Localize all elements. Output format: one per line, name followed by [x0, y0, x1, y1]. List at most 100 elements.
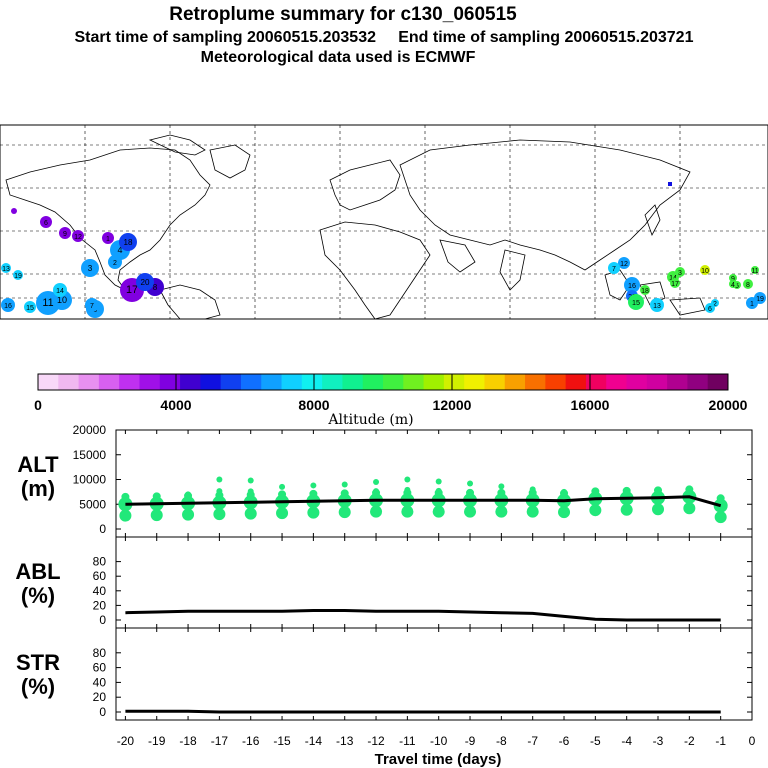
plume-marker: [675, 267, 685, 277]
colorbar-tick-label: 4000: [160, 397, 191, 413]
altitude-cluster-point: [153, 505, 160, 512]
panel-label: (%): [21, 674, 55, 699]
altitude-cluster-point: [279, 503, 286, 510]
plume-marker-label: 3: [88, 264, 93, 273]
x-tick-label: -1: [715, 734, 726, 748]
panel-frame: [115, 627, 753, 721]
colorbar-cell: [585, 374, 607, 390]
plume-marker: [72, 230, 84, 242]
x-axis-label: Travel time (days): [375, 751, 502, 768]
altitude-cluster-point: [589, 504, 602, 517]
altitude-cluster-point: [652, 503, 665, 516]
plume-marker: [729, 274, 737, 282]
colorbar-cell: [707, 374, 729, 390]
colorbar-label: Altitude (m): [327, 412, 413, 428]
colorbar-tick-label: 12000: [433, 397, 472, 413]
plume-marker: [11, 208, 17, 214]
altitude-cluster-point: [216, 504, 223, 511]
colorbar-cell: [383, 374, 404, 390]
altitude-cluster-point: [213, 508, 226, 521]
x-tick-label: -15: [273, 734, 291, 748]
plume-marker-label: 12: [74, 234, 82, 241]
x-tick-label: -11: [399, 734, 416, 748]
panel-label: (m): [21, 476, 55, 501]
x-tick-label: -2: [684, 734, 695, 748]
altitude-cluster-point: [370, 505, 383, 518]
panel-frame: [115, 429, 753, 538]
panel-label: ABL: [15, 559, 60, 584]
altitude-cluster-point: [310, 482, 317, 489]
plume-marker-label: 4: [117, 245, 122, 255]
altitude-cluster-point: [529, 491, 536, 498]
altitude-cluster-point: [279, 491, 286, 498]
altitude-cluster-point: [467, 501, 474, 508]
plume-marker: [628, 294, 644, 310]
colorbar-cell: [687, 374, 709, 390]
plume-marker: [650, 298, 664, 312]
altitude-cluster-point: [404, 476, 411, 483]
altitude-cluster-point: [341, 481, 348, 488]
altitude-cluster-point: [341, 489, 348, 496]
y-tick-label: 80: [93, 646, 107, 660]
altitude-cluster-point: [467, 480, 474, 487]
colorbar-tick-label: 8000: [298, 397, 329, 413]
altitude-cluster-point: [498, 483, 505, 490]
plume-marker-label: 19: [14, 273, 22, 280]
colorbar-cell: [403, 374, 425, 390]
plume-marker: [53, 283, 67, 297]
colorbar-cell: [565, 374, 587, 390]
plume-marker-label: 10: [57, 295, 67, 305]
plume-marker: [40, 216, 52, 228]
plume-marker-label: 15: [632, 298, 640, 307]
colorbar-cell: [139, 374, 161, 390]
map-frame: [0, 124, 768, 320]
altitude-cluster-point: [185, 504, 192, 511]
plume-marker-label: 2: [713, 301, 717, 308]
altitude-cluster-point: [247, 477, 254, 484]
x-tick-label: -13: [336, 734, 354, 748]
plume-marker-label: 18: [641, 288, 649, 295]
plume-marker: [102, 232, 114, 244]
plume-marker-label: 9: [731, 276, 735, 283]
altitude-cluster-point: [714, 511, 727, 524]
series-line-alt: [125, 495, 722, 508]
plume-marker: [618, 257, 630, 269]
y-tick-label: 60: [93, 661, 107, 675]
altitude-cluster-point: [716, 494, 725, 503]
y-tick-label: 40: [93, 584, 107, 598]
y-tick-label: 0: [99, 613, 106, 627]
x-tick-label: -10: [430, 734, 448, 748]
colorbar-cell: [58, 374, 80, 390]
plume-marker-label: 12: [620, 261, 628, 268]
y-tick-label: 20: [93, 690, 107, 704]
colorbar-cell: [667, 374, 688, 390]
altitude-cluster-point: [526, 505, 539, 518]
y-tick-label: 5000: [79, 497, 106, 511]
world-map: 1317161511105384217201814961219162015131…: [0, 124, 768, 320]
colorbar-cell: [159, 374, 181, 390]
altitude-cluster-point: [654, 486, 663, 495]
altitude-cluster-point: [119, 509, 132, 522]
y-tick-label: 15000: [73, 448, 107, 462]
colorbar-cell: [322, 374, 343, 390]
altitude-cluster-point: [495, 505, 508, 518]
colorbar-cell: [281, 374, 303, 390]
colorbar-cell: [545, 374, 567, 390]
altitude-cluster-point: [623, 499, 630, 506]
x-tick-label: -6: [559, 734, 570, 748]
panel-label: ALT: [17, 452, 59, 477]
colorbar-cell: [423, 374, 445, 390]
y-tick-label: 60: [93, 569, 107, 583]
altitude-cluster-point: [216, 476, 223, 483]
x-tick-label: -12: [367, 734, 385, 748]
altitude-cluster-point: [307, 506, 320, 519]
altitude-cluster-point: [401, 505, 414, 518]
altitude-cluster-point: [561, 493, 568, 500]
plume-marker: [640, 285, 650, 295]
plume-marker: [136, 273, 154, 291]
colorbar-cell: [362, 374, 384, 390]
sampling-times: Start time of sampling 20060515.203532 E…: [75, 29, 694, 46]
plume-marker: [108, 255, 122, 269]
